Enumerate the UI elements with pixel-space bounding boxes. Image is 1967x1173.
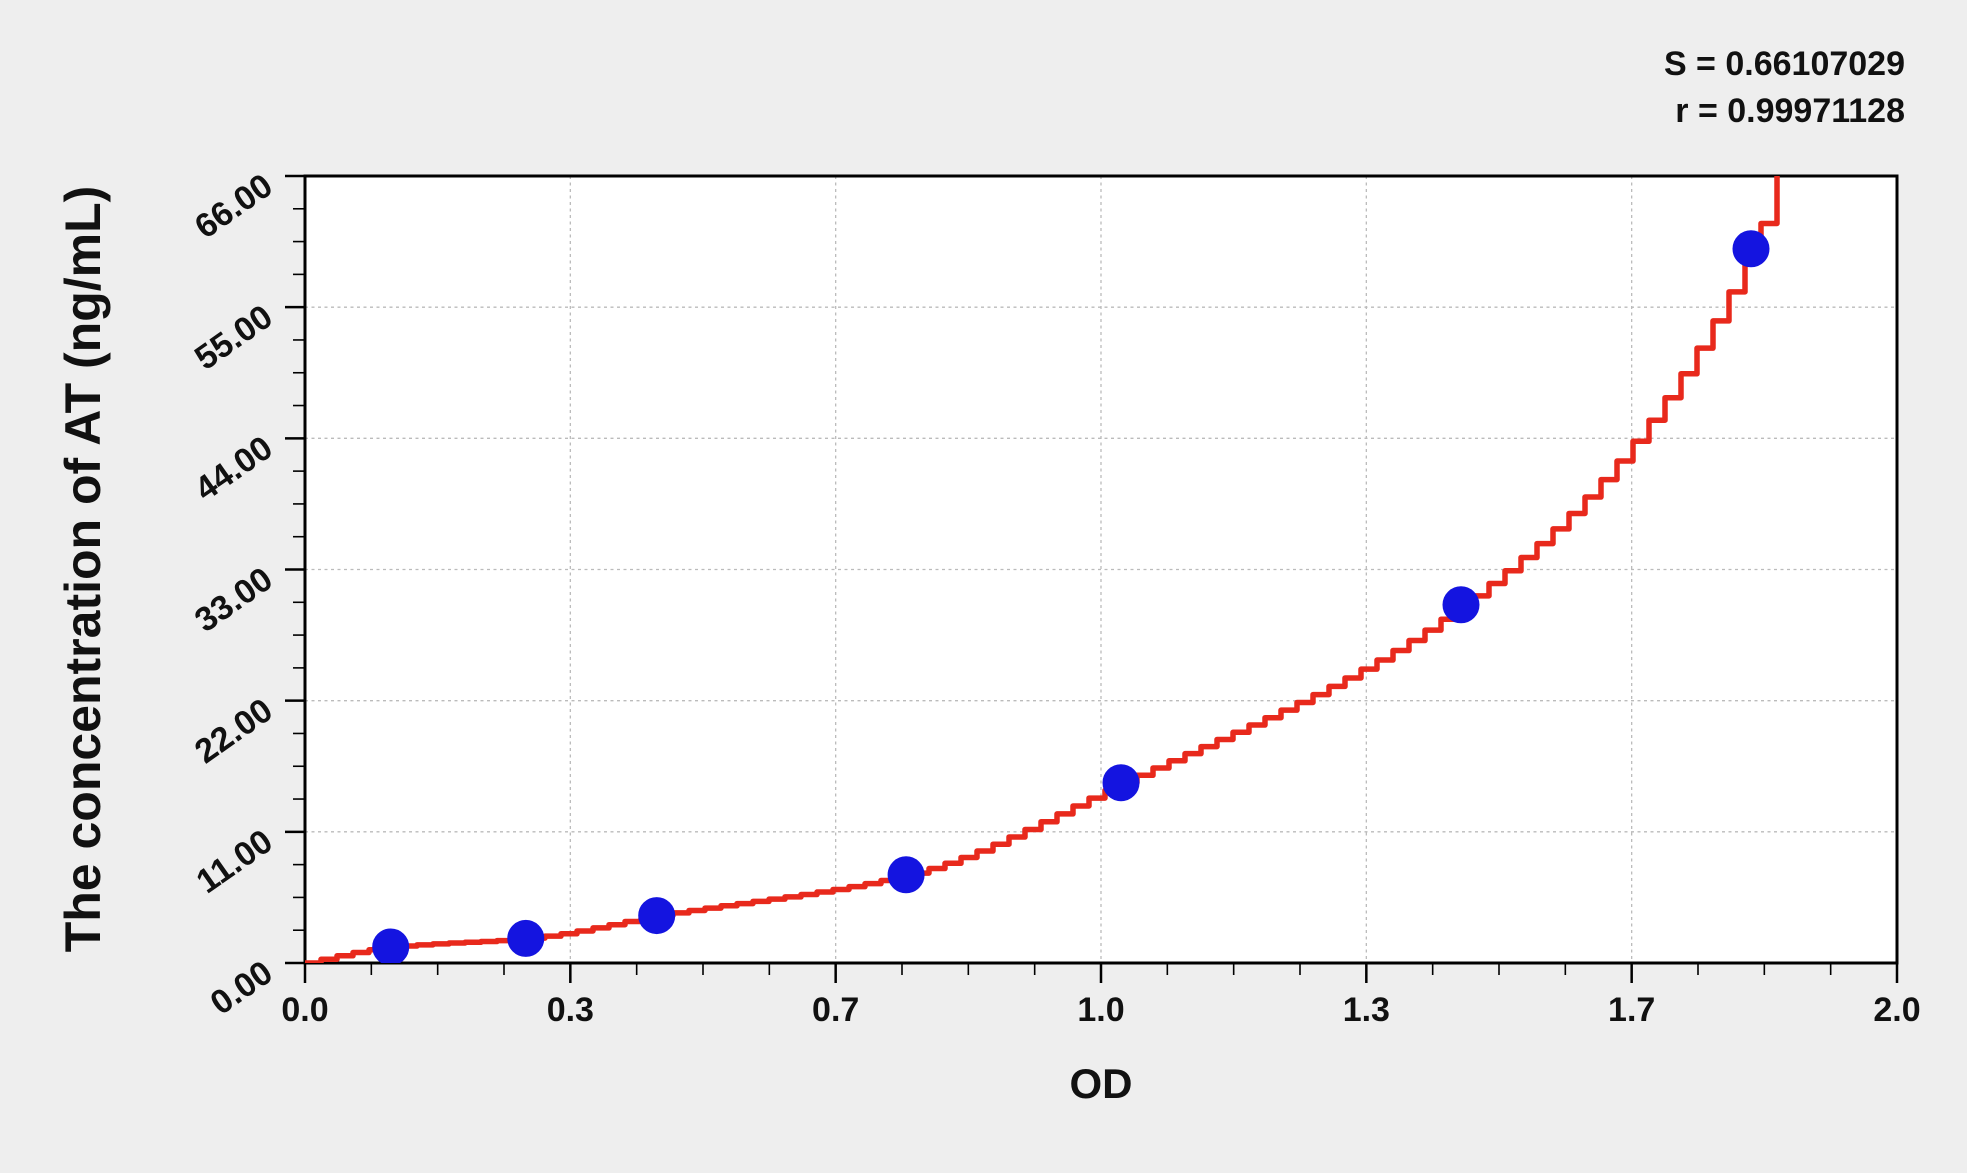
svg-text:r = 0.99971128: r = 0.99971128 (1675, 92, 1905, 130)
svg-text:2.0: 2.0 (1873, 991, 1920, 1029)
svg-text:0.3: 0.3 (547, 991, 594, 1029)
svg-text:OD: OD (1070, 1060, 1133, 1107)
svg-text:0.0: 0.0 (281, 991, 328, 1029)
svg-text:1.7: 1.7 (1608, 991, 1655, 1029)
svg-text:0.7: 0.7 (812, 991, 859, 1029)
svg-text:S = 0.66107029: S = 0.66107029 (1664, 45, 1905, 83)
svg-text:The concentration of AT (ng/mL: The concentration of AT (ng/mL) (55, 186, 111, 953)
svg-text:1.0: 1.0 (1077, 991, 1124, 1029)
svg-text:1.3: 1.3 (1343, 991, 1390, 1029)
